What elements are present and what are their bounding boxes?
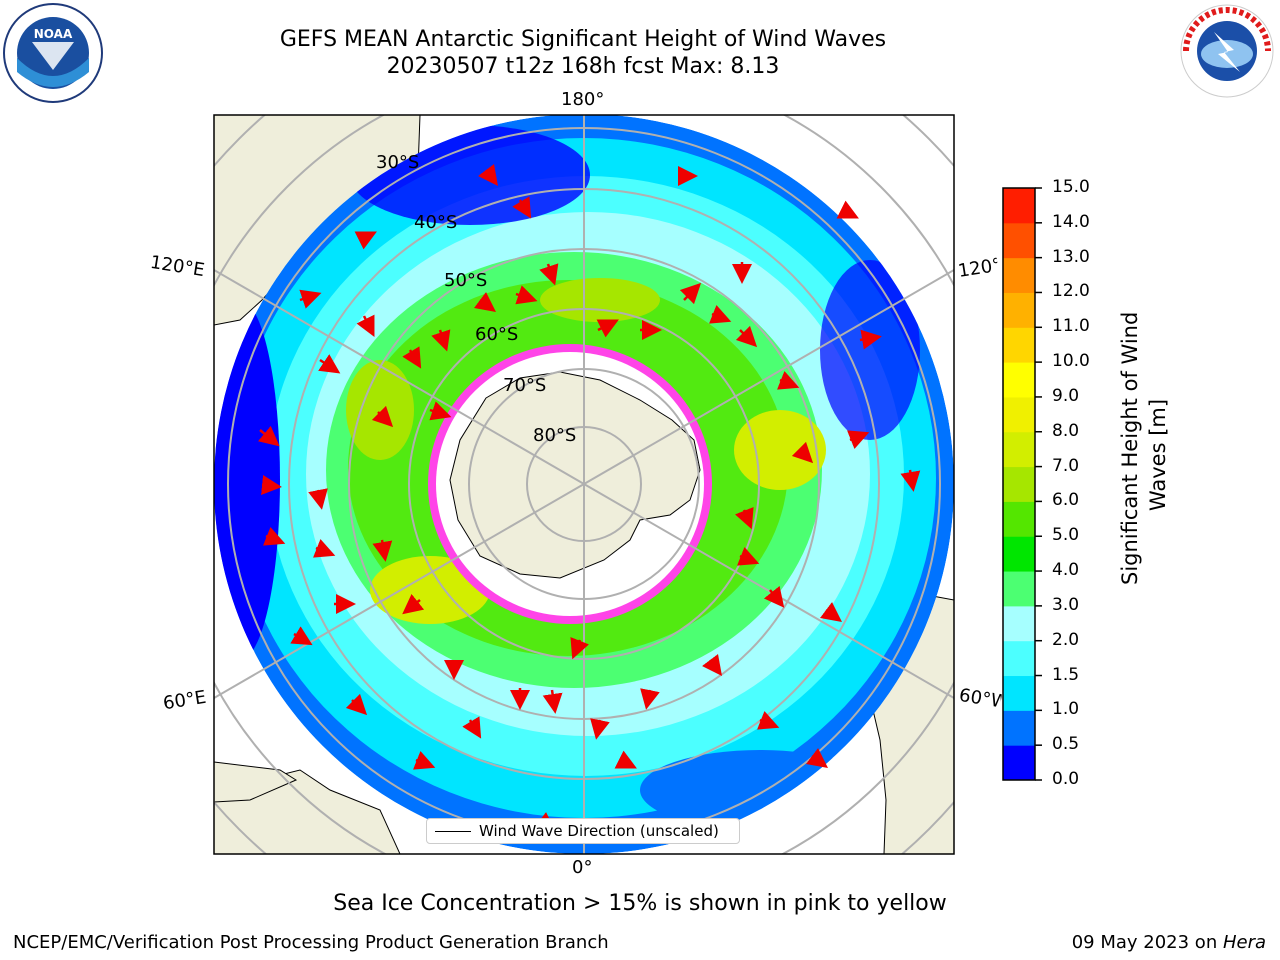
colorbar-band [1003,710,1035,746]
colorbar-band [1003,257,1035,293]
lon-label-180: 180° [561,89,605,110]
colorbar [1002,187,1042,781]
lat-label-40s: 40°S [414,212,458,233]
colorbar-band [1003,675,1035,711]
noaa-logo-icon: NOAA [3,3,103,103]
nws-logo-icon [1180,4,1274,98]
wave-height-field [214,115,954,854]
madagascar-land [214,761,298,803]
graticule [214,115,954,854]
colorbar-band [1003,222,1035,259]
footer-date-text: 09 May 2023 on [1071,932,1223,953]
colorbar-tick-label: 4.0 [1052,560,1080,581]
colorbar-title-line2: Waves [m] [1146,398,1170,512]
colorbar-tick-label: 14.0 [1052,211,1090,232]
lat-label-80s: 80°S [533,425,577,446]
noaa-logo-text: NOAA [34,27,73,41]
colorbar-band [1003,188,1035,224]
colorbar-tick-label: 1.5 [1052,664,1080,685]
lat-label-70s: 70°S [503,375,547,396]
legend-line-swatch [435,830,471,832]
colorbar-tick-label: 9.0 [1052,385,1080,406]
lon-label-0: 0° [572,857,593,878]
colorbar-band [1003,292,1035,328]
colorbar-band [1003,745,1035,781]
colorbar-tick-label: 2.0 [1052,629,1080,650]
colorbar-band [1003,571,1035,607]
colorbar-tick-label: 15.0 [1052,177,1090,197]
colorbar-band [1003,605,1035,642]
colorbar-tick-label: 1.0 [1052,699,1080,720]
colorbar-tick-label: 10.0 [1052,351,1090,372]
legend-label: Wind Wave Direction (unscaled) [479,822,719,840]
footer-branch: NCEP/EMC/Verification Post Processing Pr… [13,932,609,953]
colorbar-tick-label: 7.0 [1052,455,1080,476]
colorbar-title-line1: Significant Height of Wind [1118,311,1142,585]
footer-date: 09 May 2023 on Hera [1072,932,1266,953]
colorbar-band [1003,640,1035,677]
colorbar-title: Significant Height of Wind Waves [m] [1116,311,1172,585]
map-legend: Wind Wave Direction (unscaled) [426,818,740,844]
lat-label-50s: 50°S [444,270,488,291]
map-frame-content [214,115,954,854]
chart-subtitle: 20230507 t12z 168h fcst Max: 8.13 [386,54,780,79]
footer-machine: Hera [1222,932,1266,953]
colorbar-tick-label: 12.0 [1052,281,1090,302]
colorbar-tick-label: 11.0 [1052,316,1090,337]
colorbar-tick-label: 3.0 [1052,594,1080,615]
colorbar-tick-label: 6.0 [1052,490,1080,511]
colorbar-band [1003,431,1035,468]
colorbar-band [1003,327,1035,363]
colorbar-band [1003,362,1035,398]
colorbar-tick-label: 0.5 [1052,734,1080,755]
colorbar-band [1003,396,1035,433]
lat-label-60s: 60°S [475,324,519,345]
lat-label-30s: 30°S [376,152,420,173]
colorbar-band [1003,501,1035,537]
colorbar-band [1003,466,1035,502]
map-frame [213,114,955,855]
chart-title: GEFS MEAN Antarctic Significant Height o… [279,27,887,52]
colorbar-tick-label: 8.0 [1052,420,1080,441]
sea-ice-caption: Sea Ice Concentration > 15% is shown in … [333,891,947,916]
colorbar-tick-label: 0.0 [1052,769,1080,789]
colorbar-band [1003,536,1035,572]
colorbar-tick-label: 5.0 [1052,525,1080,546]
colorbar-tick-label: 13.0 [1052,246,1090,267]
